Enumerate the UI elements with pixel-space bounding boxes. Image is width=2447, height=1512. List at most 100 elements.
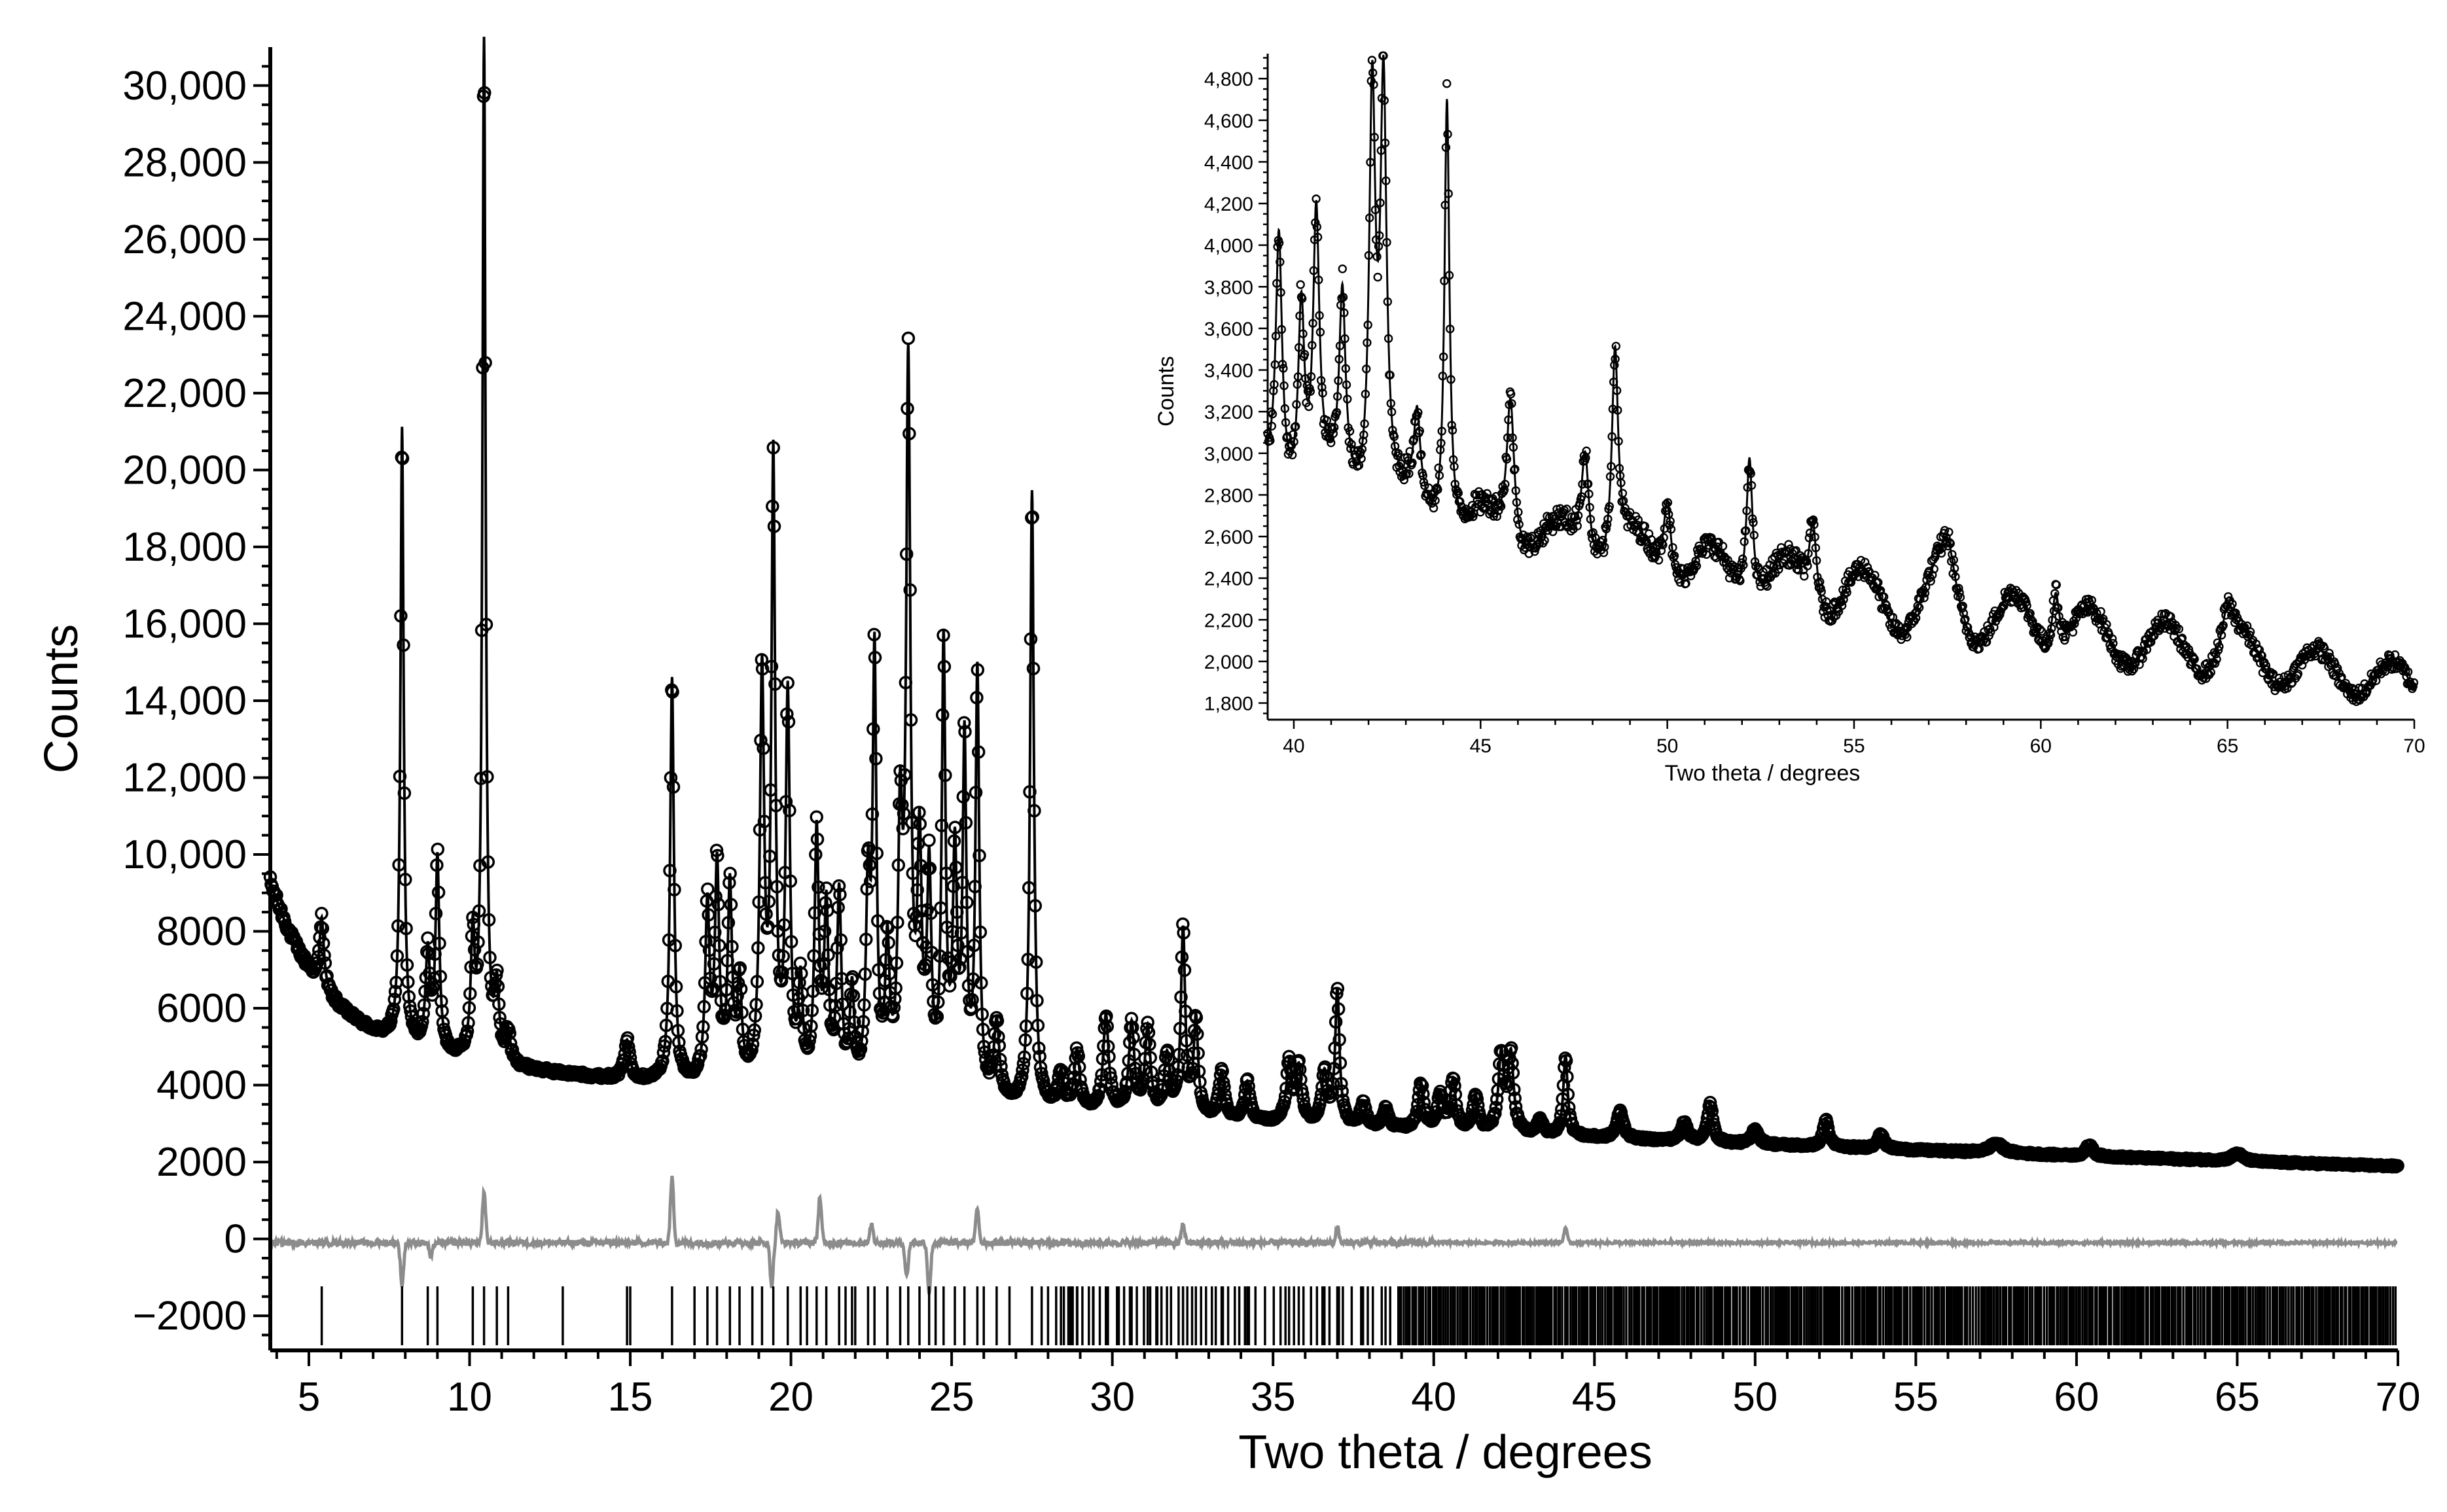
observed-point bbox=[764, 659, 779, 674]
observed-point bbox=[1331, 981, 1345, 996]
main-y-tick-label: 16,000 bbox=[122, 601, 247, 646]
observed-point bbox=[712, 938, 726, 953]
observed-point bbox=[491, 979, 505, 993]
inset-observed-point bbox=[1281, 418, 1291, 427]
main-x-tick-label: 55 bbox=[1893, 1375, 1938, 1420]
observed-point bbox=[988, 1027, 1002, 1041]
inset-observed-point bbox=[1437, 427, 1446, 436]
observed-point bbox=[745, 1043, 759, 1057]
observed-point bbox=[785, 966, 799, 981]
observed-point bbox=[969, 786, 983, 800]
inset-observed-point bbox=[1666, 525, 1676, 534]
inset-observed-point bbox=[1949, 555, 1959, 565]
observed-point bbox=[812, 880, 825, 894]
observed-point bbox=[670, 1004, 684, 1018]
observed-point bbox=[970, 691, 984, 705]
observed-point bbox=[754, 733, 768, 747]
observed-point bbox=[783, 874, 798, 888]
observed-point bbox=[752, 895, 766, 909]
inset-x-tick-label: 60 bbox=[2030, 735, 2052, 757]
inset-y-tick-label: 2,400 bbox=[1204, 569, 1253, 590]
observed-point bbox=[895, 798, 909, 812]
main-y-tick-label: 20,000 bbox=[122, 448, 247, 493]
inset-observed-point bbox=[1640, 521, 1650, 531]
observed-point bbox=[669, 979, 683, 994]
inset-observed-point bbox=[1438, 352, 1448, 361]
inset-observed-point bbox=[1372, 252, 1382, 261]
observed-point bbox=[622, 1045, 636, 1059]
inset-observed-point bbox=[1374, 241, 1384, 251]
inset-observed-point bbox=[1502, 455, 1512, 464]
inset-observed-point bbox=[1317, 383, 1327, 392]
inset-observed-point bbox=[1291, 422, 1300, 431]
inset-data-layer bbox=[1263, 51, 2419, 707]
inset-observed-point bbox=[1668, 543, 1677, 552]
inset-observed-point bbox=[1634, 515, 1643, 525]
observed-point bbox=[817, 924, 832, 938]
main-x-tick-label: 45 bbox=[1572, 1375, 1617, 1420]
inset-observed-point bbox=[1620, 503, 1630, 513]
inset-observed-point bbox=[1583, 479, 1593, 489]
observed-point bbox=[428, 947, 442, 961]
observed-point bbox=[721, 954, 734, 968]
inset-observed-point bbox=[1951, 572, 1960, 582]
observed-point bbox=[724, 898, 738, 911]
inset-observed-point bbox=[1373, 272, 1382, 282]
observed-point bbox=[721, 916, 736, 930]
inset-observed-point bbox=[1804, 549, 1813, 558]
inset-observed-points bbox=[1263, 51, 2419, 707]
observed-point bbox=[954, 926, 969, 940]
inset-x-tick-label: 55 bbox=[1843, 735, 1865, 757]
observed-point bbox=[856, 1015, 870, 1029]
inset-observed-point bbox=[1363, 320, 1372, 330]
inset-observed-point bbox=[1369, 80, 1378, 90]
inset-observed-point bbox=[1582, 446, 1591, 455]
observed-point bbox=[462, 1001, 476, 1015]
observed-point bbox=[902, 427, 916, 440]
observed-point bbox=[937, 659, 952, 674]
observed-point bbox=[976, 1023, 990, 1036]
observed-point bbox=[848, 1015, 861, 1029]
inset-observed-point bbox=[1280, 404, 1290, 413]
inset-x-tick-label: 65 bbox=[2217, 735, 2238, 757]
main-y-tick-label: 8000 bbox=[156, 909, 247, 955]
inset-observed-point bbox=[1304, 402, 1313, 412]
inset-observed-point bbox=[1930, 553, 1940, 562]
observed-point bbox=[881, 921, 895, 935]
inset-observed-point bbox=[1326, 438, 1336, 448]
observed-point bbox=[853, 1042, 868, 1056]
observed-point bbox=[971, 663, 985, 677]
inset-observed-point bbox=[1405, 447, 1414, 456]
observed-point bbox=[473, 858, 487, 873]
observed-point bbox=[730, 989, 744, 1003]
observed-point bbox=[472, 904, 486, 918]
main-x-tick-label: 50 bbox=[1732, 1375, 1777, 1420]
observed-point bbox=[990, 1014, 1005, 1028]
inset-observed-point bbox=[1578, 480, 1587, 489]
observed-point bbox=[479, 618, 493, 631]
observed-point bbox=[834, 933, 848, 947]
observed-point bbox=[934, 901, 948, 915]
inset-observed-point bbox=[1827, 610, 1836, 620]
observed-point bbox=[1508, 1091, 1522, 1105]
observed-point bbox=[672, 1035, 686, 1049]
inset-observed-point bbox=[1276, 257, 1285, 267]
inset-observed-point bbox=[1741, 526, 1751, 535]
observed-point bbox=[855, 1034, 868, 1048]
observed-point bbox=[483, 951, 497, 964]
observed-point bbox=[1102, 1049, 1116, 1064]
inset-observed-point bbox=[1514, 519, 1524, 529]
observed-point bbox=[935, 708, 950, 722]
inset-observed-point bbox=[1380, 138, 1390, 148]
main-y-tick-label: 12,000 bbox=[122, 755, 247, 800]
inset-observed-point bbox=[1836, 597, 1846, 607]
inset-observed-point bbox=[1605, 472, 1615, 482]
main-data-layer bbox=[263, 37, 2404, 1346]
observed-point bbox=[993, 1053, 1007, 1066]
observed-point bbox=[1415, 1079, 1429, 1093]
observed-point bbox=[809, 847, 823, 862]
inset-observed-point bbox=[1540, 536, 1549, 545]
observed-point bbox=[814, 974, 828, 988]
main-chart: 5 10 15 20 25 30 35 40 45 50 55 60 65 70 −2000 0 2000 400… bbox=[35, 37, 2420, 1479]
observed-point bbox=[702, 907, 715, 922]
